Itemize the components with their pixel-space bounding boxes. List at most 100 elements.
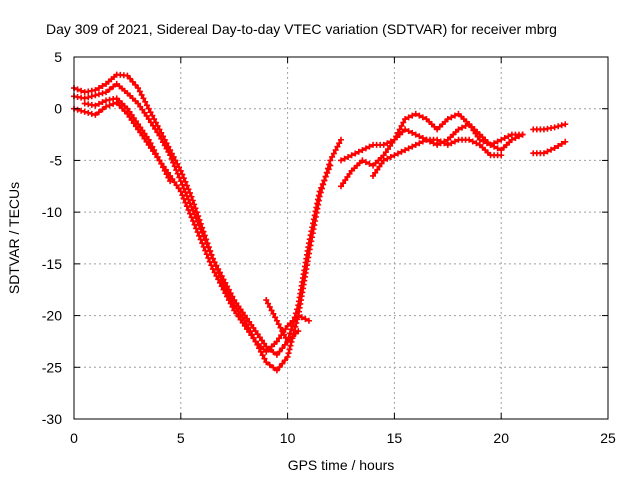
data-point-marker [444,141,451,148]
grid-lines [74,57,608,419]
data-point-marker [194,229,201,236]
data-point-marker [508,136,515,143]
data-point-marker [95,91,102,98]
data-point-marker [110,83,117,90]
series-track-10 [530,138,569,157]
data-point-marker [273,367,280,374]
data-point-marker [494,138,501,145]
data-point-marker [416,140,423,147]
data-point-marker [398,148,405,155]
data-point-marker [138,91,145,98]
data-point-marker [191,221,198,228]
data-point-marker [229,303,236,310]
data-point-marker [152,125,159,132]
data-point-marker [412,131,419,138]
data-point-marker [412,141,419,148]
data-point-marker [294,306,301,313]
data-point-marker [287,342,294,349]
data-point-marker [143,112,150,119]
data-point-marker [380,152,387,159]
data-point-marker [103,103,110,110]
data-point-marker [132,118,139,125]
data-point-marker [145,136,152,143]
data-point-marker [252,328,259,335]
data-point-marker [177,178,184,185]
data-point-marker [473,140,480,147]
data-point-marker [74,86,81,93]
data-point-marker [312,208,319,215]
data-point-marker [180,195,187,202]
x-tick-label: 25 [600,430,616,446]
data-point-marker [200,243,207,250]
data-point-marker [329,153,336,160]
data-point-marker [268,307,275,314]
data-point-marker [85,109,92,116]
data-point-marker [400,119,407,126]
data-point-marker [185,206,192,213]
data-point-marker [147,109,154,116]
data-point-marker [248,321,255,328]
data-point-marker [165,174,172,181]
data-point-marker [179,181,186,188]
data-point-marker [168,155,175,162]
x-tick-label: 20 [493,430,509,446]
data-point-marker [199,240,206,247]
data-point-marker [250,335,257,342]
data-point-marker [286,346,293,353]
data-point-marker [462,122,469,129]
data-point-marker [167,152,174,159]
data-point-marker [128,111,135,118]
data-point-marker [321,177,328,184]
data-point-marker [141,130,148,137]
data-point-marker [387,153,394,160]
data-point-marker [282,326,289,333]
data-point-marker [258,337,265,344]
data-point-marker [318,184,325,191]
data-series [71,71,569,374]
data-point-marker [188,214,195,221]
data-point-marker [448,114,455,121]
data-point-marker [398,122,405,129]
data-point-marker [88,93,95,100]
data-point-marker [548,146,555,153]
data-point-marker [279,360,286,367]
data-point-marker [177,188,184,195]
data-point-marker [129,78,136,85]
data-point-marker [175,185,182,192]
data-point-marker [409,112,416,119]
data-point-marker [345,153,352,160]
data-point-marker [285,350,292,357]
y-tick-label: -10 [42,204,62,220]
data-point-marker [218,283,225,290]
data-point-marker [263,297,270,304]
data-point-marker [74,106,81,113]
data-point-marker [208,262,215,269]
data-point-marker [540,150,547,157]
data-point-marker [306,236,313,243]
data-point-marker [248,332,255,339]
data-point-marker [161,167,168,174]
data-point-marker [215,276,222,283]
data-point-marker [405,128,412,135]
series-line [339,123,524,162]
data-point-marker [78,87,85,94]
data-point-marker [295,328,302,335]
data-point-marker [286,330,293,337]
data-point-marker [266,303,273,310]
data-point-marker [380,141,387,148]
series-track-6 [338,110,526,190]
data-point-marker [244,315,251,322]
data-point-marker [308,228,315,235]
data-point-marker [250,324,257,331]
data-point-marker [145,105,152,112]
data-point-marker [498,136,505,143]
data-point-marker [151,147,158,154]
data-point-marker [366,160,373,167]
data-point-marker [176,174,183,181]
data-point-marker [173,167,180,174]
y-tick-label: -15 [42,256,62,272]
data-point-marker [233,310,240,317]
data-point-marker [261,340,268,347]
data-point-marker [81,108,88,115]
data-point-marker [273,338,280,345]
